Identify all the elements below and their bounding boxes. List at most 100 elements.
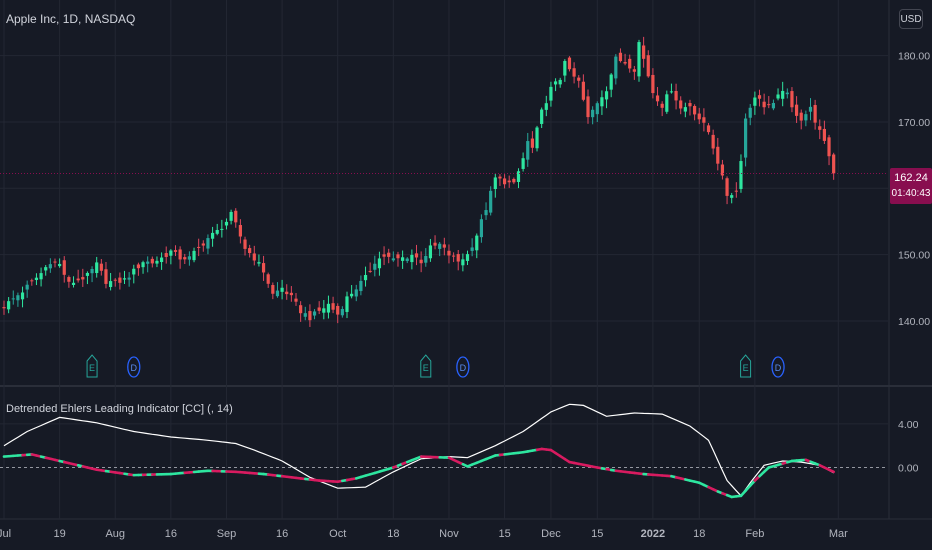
candle	[577, 75, 581, 88]
candle-body	[127, 277, 131, 280]
candle	[553, 78, 558, 92]
dividend-marker: D	[456, 356, 470, 378]
candle-body	[604, 91, 609, 100]
candle-body	[489, 190, 493, 213]
event-label: E	[423, 363, 429, 373]
candle	[387, 248, 391, 264]
candle-body	[252, 253, 256, 261]
candle-body	[456, 254, 460, 262]
candle	[804, 110, 808, 127]
candle	[289, 286, 293, 302]
candle	[30, 278, 34, 286]
candle-body	[368, 270, 372, 272]
candle	[734, 182, 738, 198]
candle	[461, 253, 465, 272]
candle	[401, 250, 405, 269]
time-tick-label: 18	[693, 528, 705, 540]
candle	[229, 209, 233, 225]
dividend-badge	[456, 356, 470, 378]
time-tick-label: Oct	[329, 528, 346, 540]
candle-body	[461, 259, 465, 266]
candle	[470, 238, 474, 257]
currency-button[interactable]: USD	[899, 9, 923, 29]
candle	[187, 251, 191, 266]
candle-body	[697, 113, 701, 120]
candle	[669, 83, 674, 94]
candle	[44, 264, 48, 276]
price-tick-label: 140.00	[898, 316, 930, 328]
candle	[127, 272, 131, 287]
candle	[405, 257, 409, 264]
candle	[150, 256, 154, 268]
candle-body	[201, 243, 205, 246]
candle-body	[424, 256, 428, 263]
candle	[234, 208, 238, 228]
candle	[813, 99, 817, 130]
candle-body	[173, 250, 178, 252]
candle	[271, 282, 275, 300]
candle-body	[104, 269, 108, 284]
candle-body	[549, 86, 553, 101]
candle	[391, 251, 395, 262]
candle	[753, 91, 757, 115]
candle-body	[535, 127, 539, 149]
candle-body	[99, 263, 103, 271]
candle	[95, 256, 99, 278]
candle	[261, 255, 266, 281]
candle-body	[507, 180, 511, 183]
leading-line-segment	[827, 468, 835, 474]
candle-body	[340, 309, 344, 316]
candle-body	[317, 307, 321, 311]
candle-body	[516, 171, 521, 182]
candle	[822, 120, 826, 144]
candle	[350, 285, 354, 299]
candle-body	[651, 74, 655, 94]
time-tick-label: 18	[387, 528, 399, 540]
earnings-marker: E	[86, 354, 98, 378]
candle-body	[299, 305, 303, 314]
candle-body	[665, 94, 669, 112]
candle-body	[655, 95, 660, 102]
candle-body	[688, 103, 692, 107]
candle	[475, 233, 479, 259]
candle-body	[822, 128, 826, 141]
candle-body	[832, 154, 836, 174]
candle	[336, 303, 340, 324]
candle	[173, 245, 178, 257]
candle-body	[359, 280, 363, 292]
candle-body	[447, 250, 451, 256]
candle-body	[155, 260, 159, 264]
event-label: E	[89, 363, 95, 373]
candle	[359, 275, 363, 296]
candle	[428, 238, 433, 262]
candle-body	[44, 267, 48, 271]
dividend-badge	[127, 356, 141, 378]
time-tick-label: 2022	[641, 528, 665, 540]
candle-body	[730, 195, 734, 198]
candle-body	[215, 230, 219, 234]
candle-body	[498, 176, 502, 179]
candle	[665, 90, 669, 114]
candle-body	[753, 97, 757, 106]
candle-body	[706, 125, 711, 133]
candle-body	[479, 219, 484, 238]
candle	[614, 54, 618, 85]
candle-body	[451, 255, 456, 257]
candle	[322, 300, 326, 320]
event-label: D	[775, 363, 782, 373]
candle-body	[609, 74, 613, 90]
chart-title: Apple Inc, 1D, NASDAQ	[6, 12, 136, 26]
candle	[558, 77, 562, 88]
candle	[419, 251, 423, 273]
candle-body	[243, 239, 247, 249]
candle	[526, 132, 530, 167]
candle	[71, 276, 76, 288]
candle	[581, 74, 585, 102]
candle-body	[350, 293, 354, 297]
candle-body	[312, 311, 317, 316]
axis-labels: 140.00 150.00 16 0.00 170.00 180.00 Jul 19 Aug 16…	[0, 51, 930, 540]
time-tick-label: Nov	[439, 528, 459, 540]
time-tick-label: 15	[591, 528, 603, 540]
candle-body	[382, 254, 386, 257]
